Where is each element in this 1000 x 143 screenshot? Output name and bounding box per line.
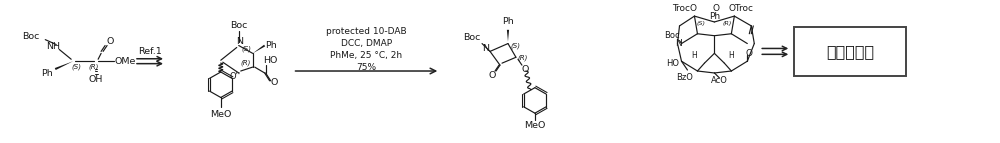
- Text: Boc: Boc: [664, 31, 679, 40]
- Text: O: O: [106, 37, 114, 46]
- Text: O: O: [488, 71, 496, 80]
- Text: PhMe, 25 °C, 2h: PhMe, 25 °C, 2h: [330, 51, 402, 60]
- FancyBboxPatch shape: [794, 27, 906, 76]
- Text: (S): (S): [242, 45, 252, 52]
- Text: OH: OH: [89, 75, 103, 84]
- Text: (S): (S): [510, 42, 520, 49]
- Text: Ph: Ph: [709, 12, 720, 21]
- Text: 75%: 75%: [356, 63, 376, 72]
- Text: (S): (S): [697, 21, 706, 26]
- Text: protected 10-DAB: protected 10-DAB: [326, 27, 407, 36]
- Text: Ph: Ph: [41, 69, 53, 79]
- Text: 多西紫杉醇: 多西紫杉醇: [826, 44, 874, 59]
- Text: Ref.1: Ref.1: [138, 47, 162, 56]
- Text: O: O: [713, 4, 720, 13]
- Text: BzO: BzO: [676, 73, 693, 82]
- Text: O'': O'': [229, 72, 240, 81]
- Text: NH: NH: [46, 42, 60, 51]
- Text: MeO: MeO: [210, 110, 231, 119]
- Text: HO: HO: [666, 59, 679, 68]
- Text: OTroc: OTroc: [729, 4, 754, 13]
- Text: DCC, DMAP: DCC, DMAP: [341, 39, 392, 48]
- Text: O: O: [746, 49, 753, 58]
- Text: Boc: Boc: [23, 32, 40, 41]
- Text: AcO: AcO: [711, 76, 728, 85]
- Text: Boc: Boc: [463, 33, 481, 42]
- Text: (R): (R): [723, 21, 732, 26]
- Text: N: N: [675, 39, 682, 48]
- Polygon shape: [55, 61, 73, 70]
- Text: N: N: [236, 37, 243, 46]
- Text: TrocO: TrocO: [672, 4, 697, 13]
- Text: O: O: [271, 78, 278, 87]
- Text: Boc: Boc: [230, 21, 247, 30]
- Text: (R): (R): [89, 64, 99, 70]
- Text: H: H: [728, 51, 734, 60]
- Text: MeO: MeO: [524, 121, 546, 130]
- Text: H: H: [692, 51, 697, 60]
- Polygon shape: [253, 45, 265, 53]
- Text: (R): (R): [518, 54, 528, 60]
- Text: O: O: [521, 64, 529, 74]
- Text: OMe: OMe: [114, 57, 136, 66]
- Text: Ph: Ph: [502, 16, 514, 25]
- Text: HO: HO: [263, 56, 278, 65]
- Text: (S): (S): [71, 64, 81, 70]
- Text: N: N: [483, 44, 490, 53]
- Text: (R): (R): [241, 60, 251, 66]
- Polygon shape: [507, 30, 509, 42]
- Text: Ph: Ph: [265, 41, 277, 50]
